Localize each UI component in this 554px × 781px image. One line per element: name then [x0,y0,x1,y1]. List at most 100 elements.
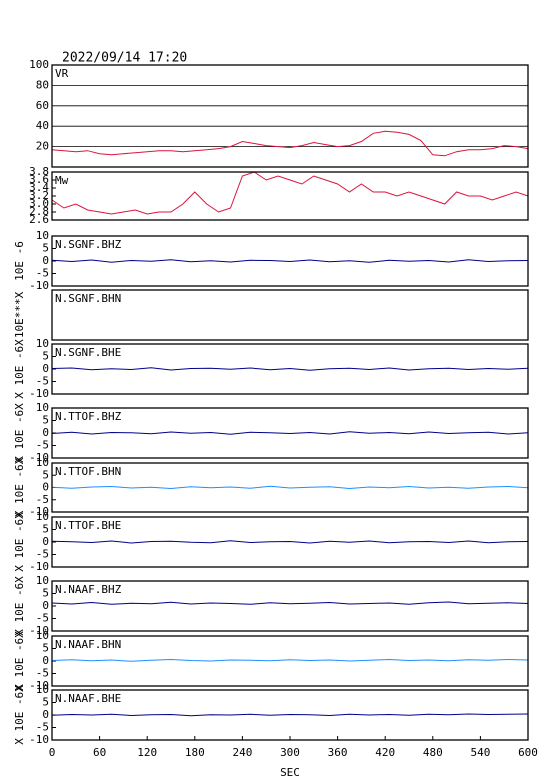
y-tick-label: 0 [42,535,49,548]
y-axis-label: X 10E -6X [13,631,26,691]
panel-frame [51,289,529,341]
y-axis-label: X 10E -6X [13,512,26,572]
y-tick-label: 5 [42,642,49,655]
y-axis-label: X 10E -6X [13,576,26,636]
panel-frame [51,235,529,287]
y-tick-label: 5 [42,468,49,481]
y-tick-label: 10 [36,629,49,642]
panel-title: N.NAAF.BHN [55,638,121,651]
y-tick-label: 10 [36,510,49,523]
x-tick-label: 360 [328,746,348,759]
x-tick-label: 480 [423,746,443,759]
trace [51,713,529,717]
y-tick-label: 5 [42,350,49,363]
y-tick-label: 3.6 [29,173,49,186]
y-tick-label: 80 [36,78,49,91]
panel-frame [51,171,529,221]
y-tick-label: 5 [42,242,49,255]
trace [51,130,529,157]
y-tick-label: 0 [42,426,49,439]
trace [51,171,529,215]
y-axis-label: 10E***X [13,291,26,338]
y-tick-label: -10 [29,624,49,637]
y-tick-label: -10 [29,679,49,692]
x-tick-label: 600 [518,746,538,759]
panel-title: N.SGNF.BHE [55,346,121,359]
y-axis-label: 10E -6 [13,241,26,281]
y-tick-label: 0 [42,362,49,375]
y-tick-label: 3.2 [29,189,49,202]
panel-title: VR [55,67,69,80]
y-tick-label: 0 [42,599,49,612]
trace [51,367,529,371]
panel-frame [51,64,529,168]
y-axis-label: X 10E -6X [13,457,26,517]
panel-title: N.NAAF.BHE [55,692,121,705]
trace [51,485,529,490]
y-tick-label: 10 [36,229,49,242]
x-axis-label: SEC [280,766,300,779]
y-tick-label: 2.6 [29,213,49,226]
y-tick-label: 2.8 [29,205,49,218]
y-tick-label: -10 [29,451,49,464]
panel-title: N.TTOF.BHN [55,465,121,478]
panel-title: N.NAAF.BHZ [55,583,122,596]
x-tick-label: 540 [470,746,490,759]
x-tick-label: 60 [93,746,106,759]
y-axis-label: X 10E -6X [13,339,26,399]
y-tick-label: -10 [29,387,49,400]
panel-title: N.SGNF.BHN [55,292,121,305]
y-tick-label: 0 [42,254,49,267]
y-tick-label: 3.0 [29,197,49,210]
y-tick-label: 5 [42,414,49,427]
x-tick-label: 180 [185,746,205,759]
panel-title: N.TTOF.BHZ [55,410,122,423]
y-tick-label: 10 [36,401,49,414]
y-tick-label: -5 [36,375,49,388]
y-tick-label: 10 [36,337,49,350]
y-axis-label: X 10E -6X [13,403,26,463]
y-tick-label: 3.8 [29,165,49,178]
panel-frame [51,635,529,687]
y-tick-label: 20 [36,140,49,153]
y-tick-label: -5 [36,439,49,452]
x-tick-label: 300 [280,746,300,759]
y-tick-label: -5 [36,721,49,734]
y-tick-label: 5 [42,523,49,536]
y-tick-label: 10 [36,683,49,696]
panel-frame [51,580,529,632]
panel-title: N.TTOF.BHE [55,519,121,532]
y-tick-label: 40 [36,119,49,132]
y-tick-label: -10 [29,505,49,518]
y-tick-label: 5 [42,696,49,709]
y-tick-label: 0 [42,481,49,494]
y-tick-label: 10 [36,456,49,469]
y-tick-label: -5 [36,493,49,506]
x-tick-label: 120 [137,746,157,759]
trace [51,601,529,605]
y-tick-label: -10 [29,733,49,746]
panel-frame [51,407,529,459]
y-tick-label: -5 [36,612,49,625]
y-tick-label: 10 [36,574,49,587]
y-tick-label: 100 [29,58,49,71]
x-tick-label: 0 [49,746,56,759]
panel-title: N.SGNF.BHZ [55,238,122,251]
y-tick-label: -10 [29,279,49,292]
trace [51,259,529,263]
y-tick-label: 0 [42,654,49,667]
panel-title: Mw [55,174,69,187]
y-tick-label: -10 [29,560,49,573]
x-tick-label: 240 [232,746,252,759]
y-tick-label: 5 [42,587,49,600]
x-tick-label: 420 [375,746,395,759]
y-tick-label: -5 [36,667,49,680]
y-tick-label: 0 [42,708,49,721]
y-tick-label: 3.4 [29,181,49,194]
y-tick-label: -5 [36,548,49,561]
panel-frame [51,343,529,395]
panel-frame [51,516,529,568]
trace [51,658,529,662]
y-tick-label: 60 [36,99,49,112]
y-tick-label: -5 [36,267,49,280]
